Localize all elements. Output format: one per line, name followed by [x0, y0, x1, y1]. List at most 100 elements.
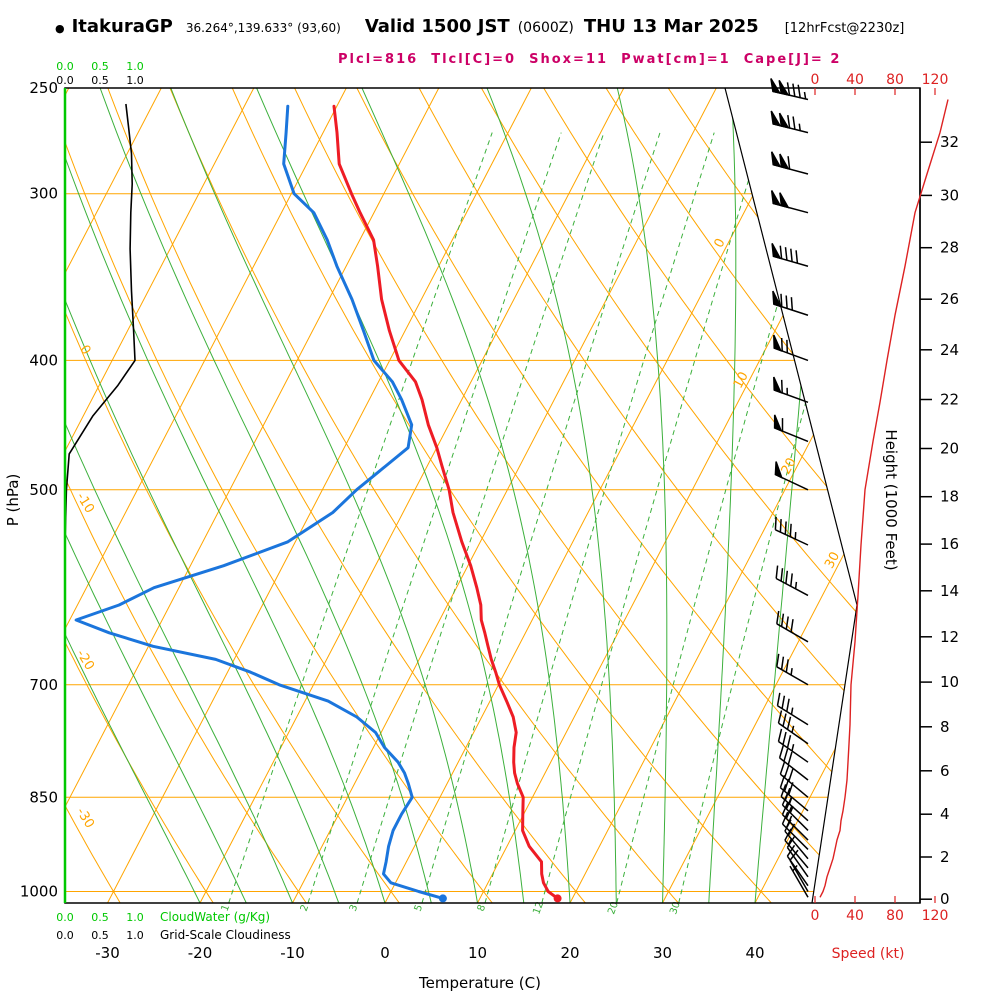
mixing-ratio-label: 1	[220, 903, 233, 913]
isotherm-line	[65, 88, 347, 903]
cloudwater-tick-label: 0.0	[56, 60, 74, 73]
wind-barb	[770, 190, 809, 214]
height-tick-label: 2	[940, 848, 950, 866]
wind-barb	[775, 565, 809, 597]
cloudiness-tick-label: 0.0	[56, 929, 74, 942]
surface-dewpoint-dot	[438, 894, 447, 903]
dry-adiabat-line	[65, 88, 400, 903]
height-tick-label: 4	[940, 805, 950, 823]
speed-tick-label: 40	[846, 72, 864, 88]
isotherm-line	[107, 88, 532, 903]
cloudiness-axis-title: Grid-Scale Cloudiness	[160, 928, 291, 942]
height-tick-label: 26	[940, 290, 959, 308]
cloudiness-tick-label: 1.0	[126, 74, 144, 87]
wind-barb	[773, 334, 809, 362]
valid-time-utc: (0600Z)	[517, 20, 574, 36]
dry-adiabat-line	[65, 88, 121, 903]
wind-barb	[776, 610, 809, 643]
mixing-ratio-label: 3	[348, 903, 361, 913]
station-name: ItakuraGP	[71, 16, 173, 37]
mixing-ratio-line	[356, 132, 605, 903]
mixing-ratio-line	[678, 132, 857, 903]
isotherm-label: 10	[731, 370, 752, 392]
isotherm-line	[65, 88, 255, 903]
chart-header: ● ItakuraGP 36.264°,139.633° (93,60) Val…	[55, 16, 904, 37]
cloudwater-tick-label: 1.0	[126, 911, 144, 924]
wind-barb	[779, 761, 809, 798]
wind-barb	[773, 376, 809, 404]
mixing-ratio-line	[541, 132, 764, 903]
speed-tick-label: 0	[811, 72, 820, 88]
speed-tick-label: 80	[886, 72, 904, 88]
speed-tick-label: 40	[846, 908, 864, 924]
dry-adiabat-label: -20	[73, 647, 97, 673]
dry-adiabat-line	[356, 88, 857, 903]
temperature-tick-label: 30	[653, 944, 672, 962]
speed-tick-label: 120	[922, 908, 949, 924]
temperature-tick-label: -30	[95, 944, 120, 962]
isotherm-line	[754, 88, 857, 903]
height-tick-label: 18	[940, 488, 959, 506]
moist-adiabat-line	[65, 88, 293, 903]
station-marker-icon: ●	[55, 22, 65, 35]
dry-adiabat-line	[231, 88, 772, 903]
temperature-tick-label: -10	[280, 944, 305, 962]
speed-axis-title: Speed (kt)	[832, 946, 905, 962]
dry-adiabat-line	[294, 88, 857, 903]
mixing-ratio-label: 8	[476, 903, 489, 913]
moist-adiabat-line	[99, 88, 432, 903]
wind-barb	[774, 461, 809, 491]
wind-barb	[786, 844, 809, 887]
wind-speed-curve	[819, 99, 949, 898]
moist-adiabat-line	[65, 88, 247, 903]
wind-barb	[778, 745, 809, 781]
pressure-tick-label: 1000	[20, 883, 58, 901]
isotherm-label: 30	[822, 550, 843, 572]
dry-adiabat-label: -10	[73, 490, 97, 516]
mixing-ratio-label: 30	[668, 900, 683, 916]
moist-adiabat-line	[65, 88, 201, 903]
cloudwater-tick-label: 0.5	[91, 911, 109, 924]
cloudiness-tick-label: 0.5	[91, 74, 109, 87]
wind-barb	[777, 710, 809, 745]
dry-adiabat-line	[418, 88, 857, 903]
height-tick-label: 24	[940, 341, 959, 359]
pressure-tick-label: 300	[29, 185, 58, 203]
mixing-ratio-label: 20	[606, 900, 621, 916]
speed-tick-label: 120	[922, 72, 949, 88]
wind-barb	[771, 243, 809, 267]
dry-adiabat-line	[169, 88, 679, 903]
moist-adiabat-line	[170, 88, 478, 903]
moist-adiabat-line	[616, 88, 668, 903]
isotherm-line	[292, 88, 717, 903]
temperature-tick-label: 0	[380, 944, 390, 962]
wind-barb	[776, 653, 809, 686]
height-axis-title: Height (1000 Feet)	[882, 429, 900, 570]
isotherm-line	[569, 88, 857, 903]
isotherm-label: 20	[779, 456, 800, 478]
wind-barb	[772, 290, 809, 316]
stability-parameters: Plcl=816 Tlcl[C]=0 Shox=11 Pwat[cm]=1 Ca…	[338, 52, 842, 67]
moist-adiabat-line	[708, 88, 737, 903]
wind-barb	[774, 516, 809, 546]
cloudwater-tick-label: 1.0	[126, 60, 144, 73]
height-tick-label: 0	[940, 890, 950, 908]
mixing-ratio-line	[616, 132, 828, 903]
cloudwater-tick-label: 0.0	[56, 911, 74, 924]
height-tick-label: 20	[940, 439, 959, 457]
mixing-ratio-label: 5	[413, 903, 426, 913]
temperature-tick-label: 10	[468, 944, 487, 962]
moist-adiabat-line	[65, 88, 386, 903]
cloudiness-tick-label: 0.5	[91, 929, 109, 942]
wind-barb	[770, 110, 809, 134]
temperature-tick-label: 40	[745, 944, 764, 962]
moist-adiabat-line	[256, 88, 525, 903]
temperature-axis-title: Temperature (C)	[418, 974, 541, 992]
cloudwater-axis-title: CloudWater (g/Kg)	[160, 910, 270, 924]
moist-adiabat-line	[486, 88, 617, 903]
temperature-tick-label: 20	[560, 944, 579, 962]
isotherm-line	[384, 88, 810, 903]
dry-adiabat-line	[543, 88, 857, 903]
